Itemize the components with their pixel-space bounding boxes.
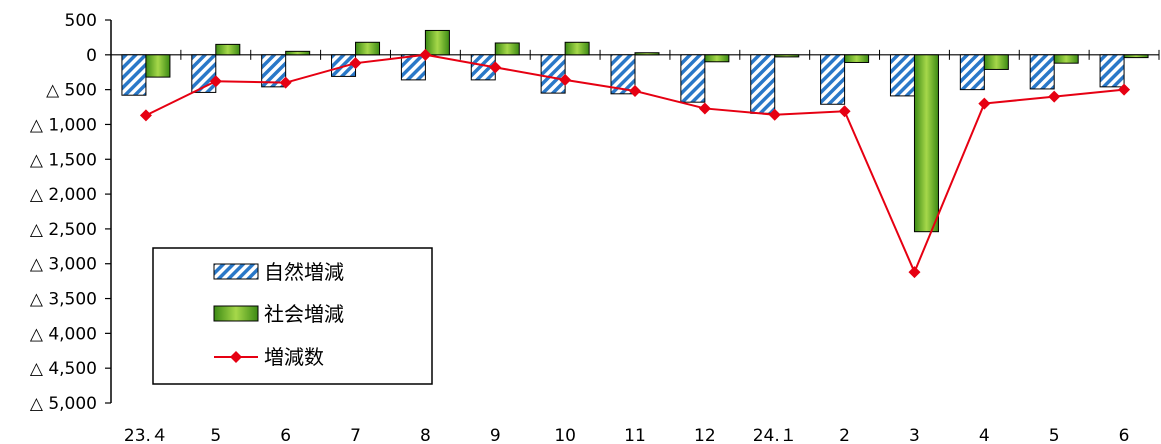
point-total bbox=[139, 109, 152, 122]
x-tick-label: 12 bbox=[694, 426, 716, 444]
point-total bbox=[768, 108, 781, 121]
bar-social bbox=[564, 41, 590, 56]
x-tick-label: 6 bbox=[280, 426, 291, 444]
point-total bbox=[209, 75, 222, 88]
bar-natural bbox=[680, 54, 706, 103]
bar-social bbox=[494, 42, 520, 56]
point-total bbox=[279, 76, 292, 89]
point-total bbox=[698, 102, 711, 115]
legend-label-total: 増減数 bbox=[264, 345, 324, 369]
bar-natural bbox=[1029, 54, 1055, 90]
legend: 自然増減 社会増減 増減数 bbox=[152, 247, 433, 385]
y-tick-label: △ 2,500 bbox=[30, 220, 97, 240]
y-tick-label: △ 3,500 bbox=[30, 290, 97, 310]
y-tick-label: △ 4,500 bbox=[30, 359, 97, 379]
bar-natural bbox=[889, 54, 915, 97]
legend-label-social: 社会増減 bbox=[264, 302, 344, 326]
point-total bbox=[349, 57, 362, 70]
x-tick-label: 5 bbox=[1049, 426, 1060, 444]
point-total bbox=[629, 85, 641, 98]
bars bbox=[121, 29, 1149, 233]
x-tick-label: 10 bbox=[554, 426, 576, 444]
point-total bbox=[1048, 90, 1061, 103]
x-tick-label: 11 bbox=[624, 426, 646, 444]
legend-box bbox=[152, 247, 433, 385]
bar-social bbox=[1053, 54, 1079, 64]
bar-social bbox=[1123, 54, 1149, 59]
x-tick-label: 5 bbox=[210, 426, 221, 444]
x-tick-label: 23.４ bbox=[124, 426, 168, 444]
x-tick-label: 9 bbox=[490, 426, 501, 444]
x-tick-label: 3 bbox=[909, 426, 920, 444]
legend-marker-total bbox=[230, 351, 242, 363]
bar-social bbox=[774, 54, 800, 58]
bar-social bbox=[634, 52, 660, 56]
y-tick-label: △ 3,000 bbox=[30, 255, 97, 275]
bar-social bbox=[215, 43, 241, 56]
point-total bbox=[559, 73, 572, 86]
bar-social bbox=[913, 54, 939, 233]
point-total bbox=[489, 61, 502, 74]
y-tick-label: △ 5,000 bbox=[30, 394, 97, 414]
bar-natural bbox=[750, 54, 776, 114]
bar-natural bbox=[1099, 54, 1125, 88]
legend-swatch-natural bbox=[213, 263, 259, 280]
line-series bbox=[139, 48, 1131, 279]
bar-social bbox=[983, 54, 1009, 70]
axes: 500 0 △ 500 △ 1,000 △ 1,500 △ 2,000 △ 2,500 △ 3… bbox=[30, 11, 1160, 444]
y-tick-label: △ 500 bbox=[46, 81, 97, 101]
bar-social bbox=[844, 54, 870, 63]
bar-natural bbox=[121, 54, 147, 96]
x-tick-label: 24.１ bbox=[753, 426, 797, 444]
legend-label-natural: 自然増減 bbox=[264, 260, 344, 284]
y-tick-label: △ 1,000 bbox=[30, 115, 97, 135]
y-tick-label: △ 2,000 bbox=[30, 185, 97, 205]
point-total bbox=[1118, 83, 1131, 96]
x-tick-label: 7 bbox=[350, 426, 361, 444]
bar-natural bbox=[959, 54, 985, 91]
point-total bbox=[978, 97, 991, 110]
bar-natural bbox=[191, 54, 217, 93]
legend-swatch-social bbox=[213, 305, 259, 322]
bar-social bbox=[704, 54, 730, 63]
x-tick-label: 6 bbox=[1119, 426, 1130, 444]
y-tick-label: △ 4,000 bbox=[30, 324, 97, 344]
point-total bbox=[908, 266, 921, 279]
bar-social bbox=[424, 29, 450, 56]
y-tick-label: △ 1,500 bbox=[30, 150, 97, 170]
bar-natural bbox=[400, 54, 426, 81]
bar-social bbox=[355, 41, 381, 56]
x-tick-label: 2 bbox=[839, 426, 850, 444]
point-total bbox=[419, 48, 432, 61]
bar-social bbox=[285, 50, 311, 56]
bar-natural bbox=[820, 54, 846, 105]
bar-social bbox=[145, 54, 171, 78]
x-tick-label: 8 bbox=[420, 426, 431, 444]
y-tick-label: 500 bbox=[65, 11, 97, 31]
x-tick-label: 4 bbox=[979, 426, 990, 444]
bar-natural bbox=[540, 54, 566, 94]
y-tick-label: 0 bbox=[86, 46, 97, 66]
point-total bbox=[838, 105, 851, 118]
